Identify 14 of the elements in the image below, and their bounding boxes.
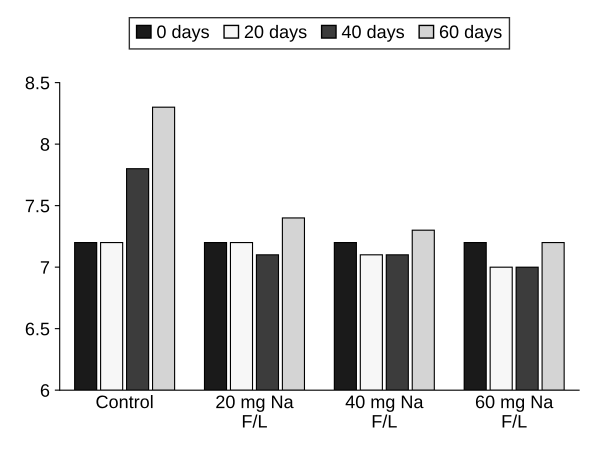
y-tick-label: 7 — [40, 261, 50, 274]
legend-label: 40 days — [342, 24, 404, 42]
x-tick-label: Control — [96, 395, 153, 408]
y-tick-label: 8 — [40, 138, 50, 151]
x-tick-label: 20 mg Na F/L — [216, 395, 294, 428]
y-tick-label: 8.5 — [26, 76, 50, 90]
legend-label: 20 days — [244, 24, 307, 42]
legend-label: 0 days — [157, 24, 209, 42]
legend-label: 60 days — [440, 24, 502, 42]
x-tick-label: 60 mg Na F/L — [476, 395, 554, 428]
y-tick-label: 7.5 — [26, 200, 50, 212]
y-tick-label: 6 — [40, 384, 50, 397]
y-tick-label: 6.5 — [26, 322, 50, 336]
x-tick-label: 40 mg Na F/L — [346, 395, 424, 428]
